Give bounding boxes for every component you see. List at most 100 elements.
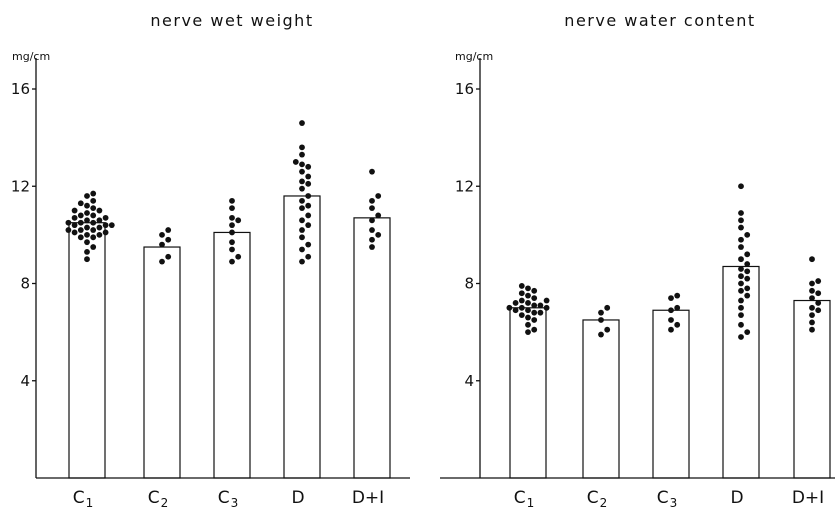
data-point <box>738 183 744 190</box>
x-tick-subscript: 2 <box>161 496 169 510</box>
y-axis-unit: mg/cm <box>455 50 493 63</box>
data-point <box>809 287 815 294</box>
data-point <box>738 266 744 272</box>
data-point <box>165 227 172 233</box>
data-point <box>77 212 84 219</box>
data-point <box>299 227 305 233</box>
data-point <box>165 253 172 260</box>
bar <box>652 309 690 479</box>
data-point <box>229 197 235 204</box>
data-point <box>305 253 312 260</box>
data-point <box>102 229 109 236</box>
data-point <box>738 297 744 304</box>
y-tick-label: 12 <box>11 177 30 195</box>
data-point <box>598 309 604 316</box>
data-point <box>299 168 305 175</box>
chart-title: nerve water content <box>564 11 755 30</box>
data-point <box>537 309 544 316</box>
x-tick-main: D+I <box>352 488 384 508</box>
data-point <box>738 244 744 250</box>
bar <box>213 231 251 479</box>
data-point <box>809 280 815 287</box>
data-point <box>668 326 674 333</box>
data-point <box>525 292 531 299</box>
x-tick-label: C2 <box>587 488 608 510</box>
data-point <box>229 205 235 212</box>
y-tick-label: 8 <box>464 275 474 293</box>
chart-title: nerve wet weight <box>150 11 313 30</box>
data-point <box>604 326 611 333</box>
x-tick-main: C <box>514 488 526 508</box>
data-point <box>531 317 538 323</box>
data-point <box>229 214 235 221</box>
data-point <box>738 334 744 340</box>
data-point <box>375 193 382 199</box>
data-point <box>229 239 235 246</box>
data-point <box>815 278 822 284</box>
data-point <box>71 207 78 214</box>
data-point <box>744 231 751 238</box>
data-point <box>744 261 751 267</box>
data-point <box>525 329 531 336</box>
data-point <box>84 231 90 238</box>
y-axis-unit: mg/cm <box>12 50 50 63</box>
data-point <box>90 205 97 212</box>
data-point <box>738 236 744 243</box>
data-point <box>84 239 90 246</box>
data-point <box>299 178 305 185</box>
data-point <box>96 224 103 231</box>
x-tick-label: D <box>291 488 304 508</box>
x-tick-main: D <box>730 488 743 508</box>
data-point <box>525 321 531 328</box>
x-tick-label: C3 <box>657 488 678 510</box>
x-tick-label: D+I <box>792 488 824 508</box>
data-point <box>84 193 90 199</box>
data-point <box>668 295 674 301</box>
data-point <box>159 241 165 248</box>
data-point <box>738 287 744 294</box>
data-point <box>668 317 674 323</box>
data-point <box>159 231 165 238</box>
data-point <box>598 317 604 323</box>
data-point <box>84 224 90 231</box>
data-point <box>229 246 235 253</box>
data-point <box>299 234 305 241</box>
data-point <box>543 304 550 311</box>
data-point <box>305 212 312 219</box>
data-point <box>90 234 97 241</box>
bar <box>143 246 181 479</box>
y-tick-label: 4 <box>464 372 474 390</box>
y-tick-label: 16 <box>455 80 474 98</box>
data-point <box>744 251 751 258</box>
data-point <box>738 321 744 328</box>
data-point <box>369 236 375 243</box>
data-point <box>369 197 375 204</box>
data-point <box>738 217 744 224</box>
data-point <box>102 222 109 229</box>
data-point <box>512 300 519 306</box>
data-point <box>90 227 97 233</box>
x-tick-label: C1 <box>514 488 535 510</box>
data-point <box>235 217 242 224</box>
data-point <box>71 214 78 221</box>
data-point <box>525 314 531 321</box>
data-point <box>604 304 611 311</box>
x-tick-main: D <box>291 488 304 508</box>
x-tick-main: C <box>148 488 160 508</box>
data-point <box>229 258 235 265</box>
data-point <box>305 241 312 248</box>
data-point <box>299 161 305 168</box>
data-point <box>305 180 312 187</box>
x-tick-subscript: 1 <box>527 496 535 510</box>
data-point <box>305 173 312 180</box>
data-point <box>77 234 84 241</box>
data-point <box>84 256 90 263</box>
data-point <box>518 297 525 304</box>
data-point <box>299 185 305 192</box>
data-point <box>531 309 538 316</box>
x-tick-label: C2 <box>148 488 169 510</box>
data-point <box>96 217 103 224</box>
data-point <box>65 219 72 226</box>
